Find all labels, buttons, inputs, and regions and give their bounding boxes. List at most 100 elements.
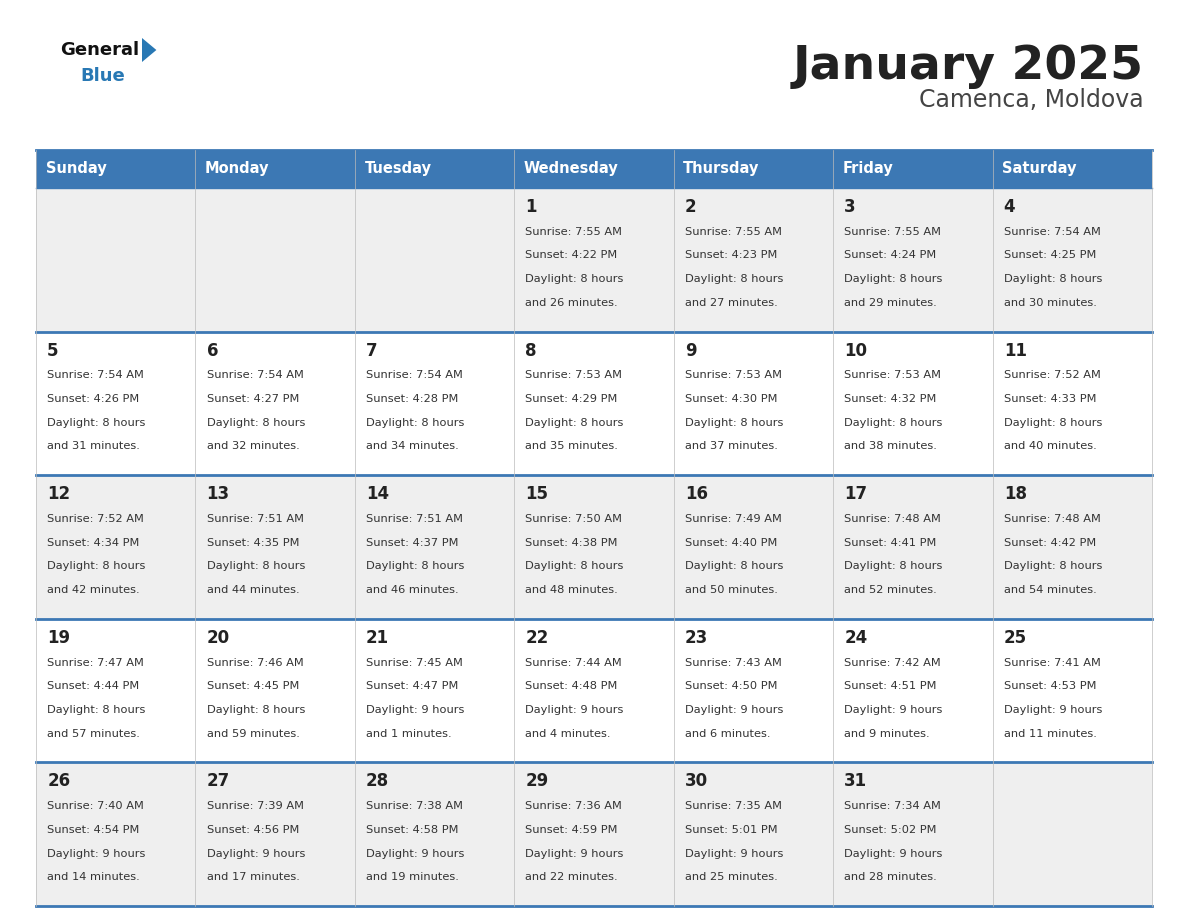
Text: Sunrise: 7:52 AM: Sunrise: 7:52 AM xyxy=(48,514,144,524)
Text: and 32 minutes.: and 32 minutes. xyxy=(207,442,299,452)
Text: Sunrise: 7:35 AM: Sunrise: 7:35 AM xyxy=(684,801,782,812)
Text: 5: 5 xyxy=(48,341,58,360)
Text: 1: 1 xyxy=(525,198,537,216)
Text: and 22 minutes.: and 22 minutes. xyxy=(525,872,618,882)
Text: 2: 2 xyxy=(684,198,696,216)
Text: 31: 31 xyxy=(845,772,867,790)
Text: and 25 minutes.: and 25 minutes. xyxy=(684,872,778,882)
Text: Sunrise: 7:49 AM: Sunrise: 7:49 AM xyxy=(684,514,782,524)
Text: Daylight: 8 hours: Daylight: 8 hours xyxy=(1004,562,1102,571)
Text: Sunset: 4:56 PM: Sunset: 4:56 PM xyxy=(207,825,299,834)
Text: Sunset: 4:35 PM: Sunset: 4:35 PM xyxy=(207,538,299,548)
Text: Sunset: 4:24 PM: Sunset: 4:24 PM xyxy=(845,251,936,261)
Bar xyxy=(36,619,196,763)
Text: Sunrise: 7:43 AM: Sunrise: 7:43 AM xyxy=(684,657,782,667)
Text: Sunrise: 7:51 AM: Sunrise: 7:51 AM xyxy=(366,514,463,524)
Text: 13: 13 xyxy=(207,486,229,503)
Text: Sunset: 4:26 PM: Sunset: 4:26 PM xyxy=(48,394,139,404)
Text: Daylight: 8 hours: Daylight: 8 hours xyxy=(845,418,942,428)
Text: Sunrise: 7:53 AM: Sunrise: 7:53 AM xyxy=(525,370,623,380)
Text: 16: 16 xyxy=(684,486,708,503)
Bar xyxy=(355,763,514,906)
Text: and 4 minutes.: and 4 minutes. xyxy=(525,729,611,739)
Text: 12: 12 xyxy=(48,486,70,503)
Text: Sunset: 4:22 PM: Sunset: 4:22 PM xyxy=(525,251,618,261)
Text: Daylight: 8 hours: Daylight: 8 hours xyxy=(207,418,305,428)
Text: Sunset: 4:25 PM: Sunset: 4:25 PM xyxy=(1004,251,1097,261)
Text: Sunrise: 7:48 AM: Sunrise: 7:48 AM xyxy=(845,514,941,524)
Text: Sunrise: 7:36 AM: Sunrise: 7:36 AM xyxy=(525,801,623,812)
Text: 24: 24 xyxy=(845,629,867,647)
Text: Monday: Monday xyxy=(206,162,270,176)
Text: and 50 minutes.: and 50 minutes. xyxy=(684,585,778,595)
Text: Daylight: 9 hours: Daylight: 9 hours xyxy=(366,705,465,715)
Text: Daylight: 8 hours: Daylight: 8 hours xyxy=(1004,418,1102,428)
Bar xyxy=(833,188,992,331)
Text: Daylight: 8 hours: Daylight: 8 hours xyxy=(845,562,942,571)
Bar xyxy=(674,331,833,476)
Bar xyxy=(36,763,196,906)
Text: and 37 minutes.: and 37 minutes. xyxy=(684,442,778,452)
Text: 22: 22 xyxy=(525,629,549,647)
Bar xyxy=(833,476,992,619)
Polygon shape xyxy=(143,38,157,62)
Text: Sunset: 4:34 PM: Sunset: 4:34 PM xyxy=(48,538,139,548)
Text: Sunset: 4:27 PM: Sunset: 4:27 PM xyxy=(207,394,299,404)
Text: Sunrise: 7:55 AM: Sunrise: 7:55 AM xyxy=(525,227,623,237)
Bar xyxy=(992,331,1152,476)
Text: Sunset: 4:59 PM: Sunset: 4:59 PM xyxy=(525,825,618,834)
Text: Sunset: 4:45 PM: Sunset: 4:45 PM xyxy=(207,681,299,691)
Text: Daylight: 8 hours: Daylight: 8 hours xyxy=(207,705,305,715)
Text: Daylight: 8 hours: Daylight: 8 hours xyxy=(525,562,624,571)
Bar xyxy=(674,763,833,906)
Text: and 44 minutes.: and 44 minutes. xyxy=(207,585,299,595)
Text: Sunrise: 7:41 AM: Sunrise: 7:41 AM xyxy=(1004,657,1100,667)
Text: 8: 8 xyxy=(525,341,537,360)
Text: and 54 minutes.: and 54 minutes. xyxy=(1004,585,1097,595)
Text: Sunrise: 7:46 AM: Sunrise: 7:46 AM xyxy=(207,657,303,667)
Bar xyxy=(674,619,833,763)
Text: Sunrise: 7:45 AM: Sunrise: 7:45 AM xyxy=(366,657,463,667)
Bar xyxy=(833,763,992,906)
Bar xyxy=(36,331,196,476)
Text: 4: 4 xyxy=(1004,198,1016,216)
Bar xyxy=(355,476,514,619)
Text: 21: 21 xyxy=(366,629,390,647)
Text: Daylight: 9 hours: Daylight: 9 hours xyxy=(1004,705,1102,715)
Text: Daylight: 8 hours: Daylight: 8 hours xyxy=(366,562,465,571)
Text: Sunset: 4:37 PM: Sunset: 4:37 PM xyxy=(366,538,459,548)
Bar xyxy=(355,619,514,763)
Text: Daylight: 8 hours: Daylight: 8 hours xyxy=(1004,274,1102,285)
Text: Sunrise: 7:53 AM: Sunrise: 7:53 AM xyxy=(845,370,941,380)
Text: and 35 minutes.: and 35 minutes. xyxy=(525,442,618,452)
Text: Thursday: Thursday xyxy=(683,162,759,176)
Text: Daylight: 8 hours: Daylight: 8 hours xyxy=(207,562,305,571)
Text: Sunrise: 7:48 AM: Sunrise: 7:48 AM xyxy=(1004,514,1100,524)
Text: Daylight: 8 hours: Daylight: 8 hours xyxy=(525,274,624,285)
Text: Sunrise: 7:40 AM: Sunrise: 7:40 AM xyxy=(48,801,144,812)
Text: 11: 11 xyxy=(1004,341,1026,360)
Text: 9: 9 xyxy=(684,341,696,360)
Text: General: General xyxy=(61,41,139,59)
Bar xyxy=(196,476,355,619)
Bar xyxy=(196,619,355,763)
Text: Sunset: 4:30 PM: Sunset: 4:30 PM xyxy=(684,394,777,404)
Text: and 28 minutes.: and 28 minutes. xyxy=(845,872,937,882)
Text: Sunset: 4:47 PM: Sunset: 4:47 PM xyxy=(366,681,459,691)
Text: 26: 26 xyxy=(48,772,70,790)
Text: and 26 minutes.: and 26 minutes. xyxy=(525,297,618,308)
Text: Daylight: 9 hours: Daylight: 9 hours xyxy=(845,848,942,858)
Text: 30: 30 xyxy=(684,772,708,790)
Text: and 27 minutes.: and 27 minutes. xyxy=(684,297,778,308)
Text: 15: 15 xyxy=(525,486,549,503)
Text: Sunset: 4:44 PM: Sunset: 4:44 PM xyxy=(48,681,139,691)
Text: January 2025: January 2025 xyxy=(794,44,1144,89)
Bar xyxy=(514,188,674,331)
Text: and 42 minutes.: and 42 minutes. xyxy=(48,585,140,595)
Text: Sunset: 4:33 PM: Sunset: 4:33 PM xyxy=(1004,394,1097,404)
Text: Sunset: 4:23 PM: Sunset: 4:23 PM xyxy=(684,251,777,261)
Text: and 40 minutes.: and 40 minutes. xyxy=(1004,442,1097,452)
Text: Sunrise: 7:53 AM: Sunrise: 7:53 AM xyxy=(684,370,782,380)
Text: Sunset: 4:58 PM: Sunset: 4:58 PM xyxy=(366,825,459,834)
Text: and 34 minutes.: and 34 minutes. xyxy=(366,442,459,452)
